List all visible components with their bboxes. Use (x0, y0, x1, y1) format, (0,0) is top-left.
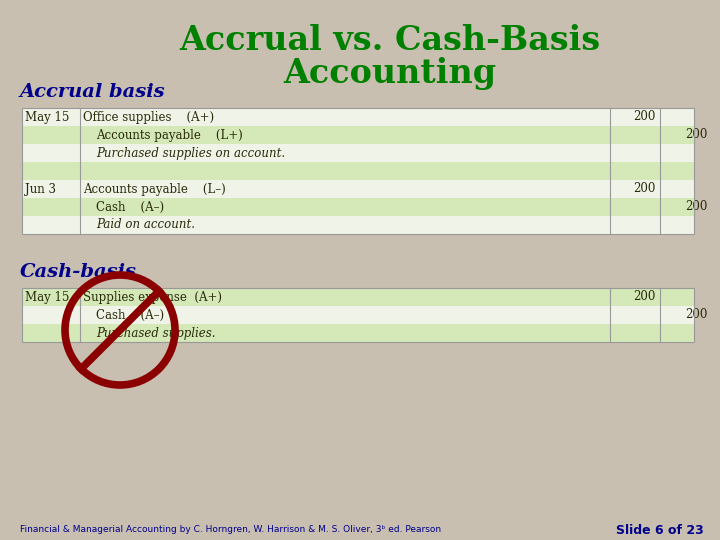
Text: 200: 200 (634, 111, 656, 124)
Text: Office supplies    (A+): Office supplies (A+) (83, 111, 214, 124)
Text: 200: 200 (685, 129, 708, 141)
Text: Cash    (A–): Cash (A–) (96, 308, 164, 321)
Text: Jun 3: Jun 3 (25, 183, 56, 195)
Text: 200: 200 (685, 308, 708, 321)
Bar (22, 324, 694, 342)
Text: Purchased supplies on account.: Purchased supplies on account. (96, 146, 285, 159)
Text: Accounting: Accounting (284, 57, 497, 90)
Text: 200: 200 (634, 183, 656, 195)
Text: May 15: May 15 (25, 111, 69, 124)
Bar (22, 162, 694, 180)
Text: Accrual vs. Cash-Basis: Accrual vs. Cash-Basis (179, 24, 600, 57)
Bar (22, 198, 694, 216)
Bar (22, 288, 694, 306)
Text: 200: 200 (685, 200, 708, 213)
Bar (22, 126, 694, 144)
Bar (22, 306, 694, 324)
Bar (22, 108, 694, 126)
Bar (22, 144, 694, 162)
Text: May 15: May 15 (25, 291, 69, 303)
Text: Cash-basis: Cash-basis (20, 263, 137, 281)
Text: Slide 6 of 23: Slide 6 of 23 (616, 523, 704, 537)
Text: Accrual basis: Accrual basis (20, 83, 166, 101)
Text: Paid on account.: Paid on account. (96, 219, 195, 232)
Bar (22, 288, 694, 342)
Text: Accounts payable    (L–): Accounts payable (L–) (83, 183, 226, 195)
Bar (22, 180, 694, 198)
Text: Cash    (A–): Cash (A–) (96, 200, 164, 213)
Text: Purchased supplies.: Purchased supplies. (96, 327, 215, 340)
Bar (22, 108, 694, 234)
Text: 200: 200 (634, 291, 656, 303)
Text: Supplies expense  (A+): Supplies expense (A+) (83, 291, 222, 303)
Text: Financial & Managerial Accounting by C. Horngren, W. Harrison & M. S. Oliver, 3ᵇ: Financial & Managerial Accounting by C. … (20, 525, 441, 535)
Text: Accounts payable    (L+): Accounts payable (L+) (96, 129, 243, 141)
Bar (22, 216, 694, 234)
